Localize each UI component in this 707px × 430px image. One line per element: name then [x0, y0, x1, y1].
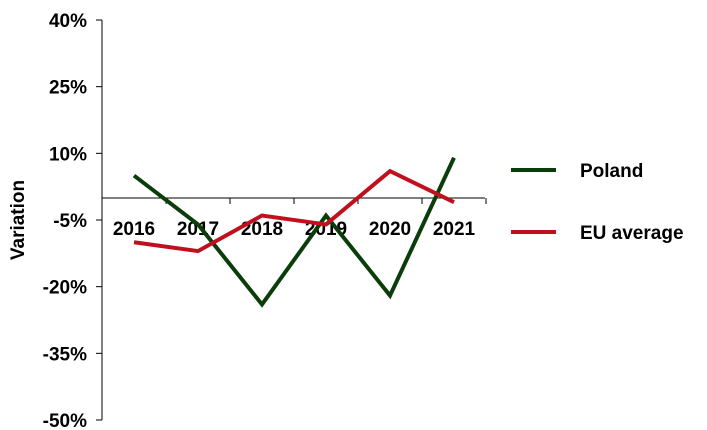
legend-label: EU average	[580, 223, 684, 244]
x-tick-label: 2018	[241, 219, 283, 240]
series-line-eu-average	[133, 168, 455, 254]
x-tick-label: 2021	[433, 219, 476, 240]
y-axis-title: Variation	[8, 180, 29, 260]
legend: Poland EU average	[511, 161, 684, 244]
y-tick-label: 40%	[49, 11, 87, 32]
y-tick-label: 25%	[49, 78, 87, 99]
y-axis: 40% 25% 10% -5% -20% -35% -50%	[43, 11, 103, 430]
legend-label: Poland	[580, 161, 643, 182]
y-tick-label: 10%	[49, 144, 87, 165]
x-tick-label: 2020	[369, 219, 411, 240]
x-tick-label: 2016	[113, 219, 155, 240]
y-tick-label: -5%	[53, 211, 87, 232]
y-tick-label: -50%	[43, 411, 87, 430]
series-lines	[132, 156, 456, 308]
y-tick-label: -20%	[43, 278, 87, 299]
y-tick-label: -35%	[43, 344, 87, 365]
series-line-poland	[132, 156, 456, 308]
